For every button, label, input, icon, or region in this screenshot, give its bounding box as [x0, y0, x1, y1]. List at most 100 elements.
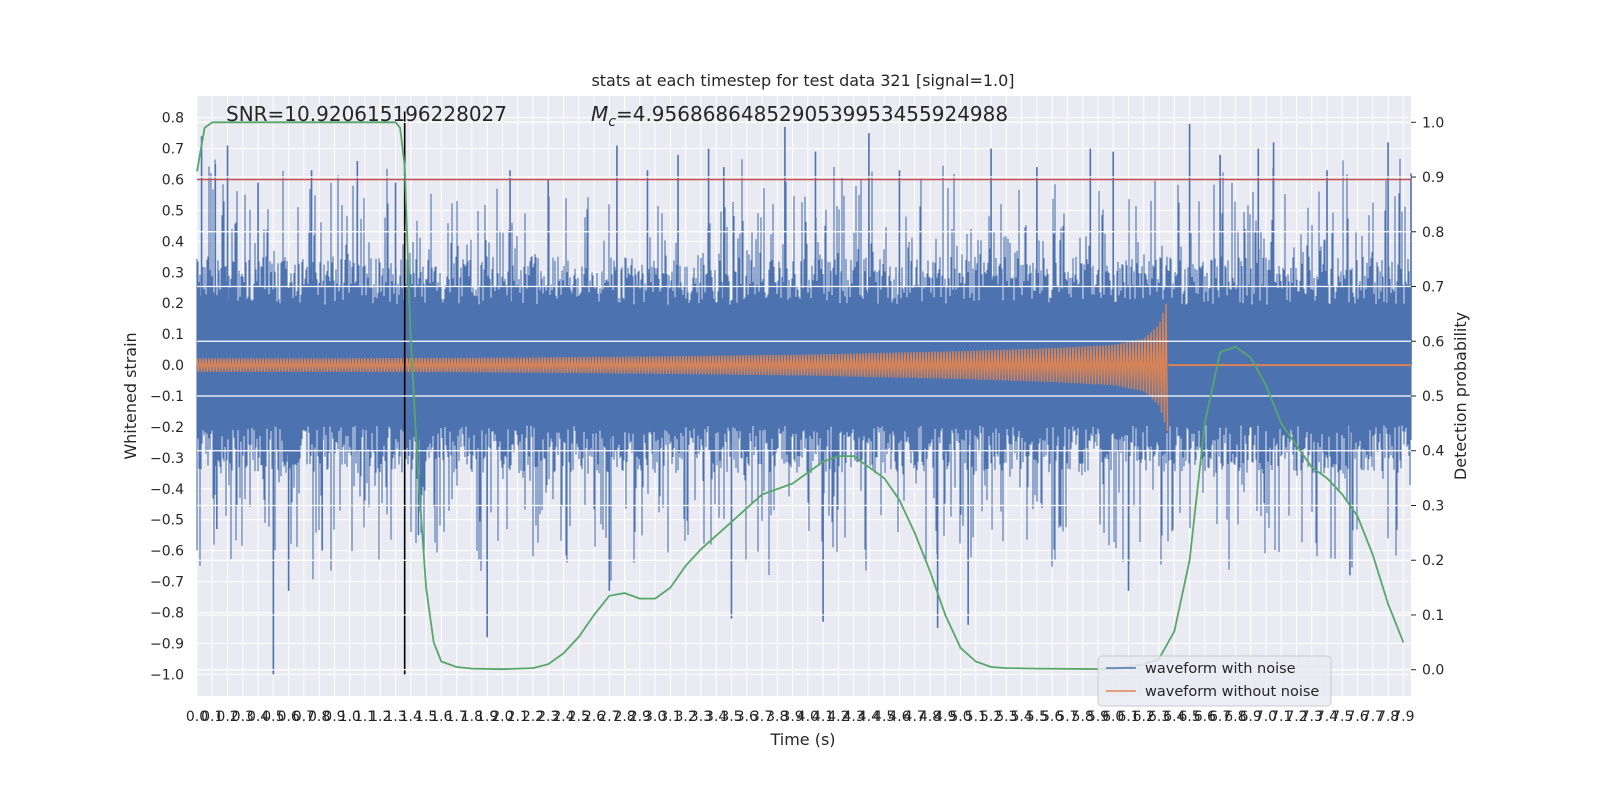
- x-tick-label: 4.5: [873, 709, 895, 725]
- x-tick-label: 3.8: [766, 709, 788, 725]
- x-tick-label: 1.4: [400, 709, 422, 725]
- x-tick-label: 7.4: [1316, 709, 1338, 725]
- noise-series: [196, 123, 1412, 675]
- y2-tick-label: 0.4: [1422, 444, 1444, 460]
- x-axis: 0.00.10.20.30.40.50.60.70.80.91.01.11.21…: [186, 709, 1415, 725]
- x-tick-label: 6.7: [1209, 709, 1231, 725]
- x-tick-label: 6.8: [1224, 709, 1246, 725]
- x-tick-label: 1.3: [384, 709, 406, 725]
- y-tick-label: −1.0: [150, 667, 184, 683]
- y-axis-left: 0.8 0.7 0.6 0.5 0.4 0.3 0.2 0.1 0.0 −0.1 −0.2 −0.3 −…: [150, 111, 184, 684]
- x-tick-label: 3.1: [659, 709, 681, 725]
- y-tick-label: 0.8: [162, 111, 184, 127]
- x-tick-label: 2.2: [522, 709, 544, 725]
- x-tick-label: 3.2: [675, 709, 697, 725]
- y-tick-label: 0.4: [162, 234, 184, 250]
- x-tick-label: 3.9: [781, 709, 803, 725]
- x-tick-label: 2.6: [583, 709, 605, 725]
- legend-label-clean: waveform without noise: [1145, 684, 1319, 700]
- x-tick-label: 5.5: [1026, 709, 1048, 725]
- x-tick-label: 5.8: [1072, 709, 1094, 725]
- legend-label-noise: waveform with noise: [1145, 661, 1296, 677]
- x-axis-label: Time (s): [769, 730, 835, 749]
- x-tick-label: 2.8: [613, 709, 635, 725]
- chirp-mass-annotation: Mc=4.9568686485290539953455924988: [591, 102, 1008, 130]
- mc-subscript: c: [608, 114, 616, 130]
- x-tick-label: 3.7: [751, 709, 773, 725]
- x-tick-label: 5.3: [995, 709, 1017, 725]
- y2-tick-label: 0.0: [1422, 663, 1444, 679]
- x-tick-label: 0.5: [262, 709, 284, 725]
- x-tick-label: 1.6: [430, 709, 452, 725]
- y2-tick-label: 0.2: [1422, 553, 1444, 569]
- x-tick-label: 5.7: [1056, 709, 1078, 725]
- x-tick-label: 5.2: [980, 709, 1002, 725]
- chirp-trace: [196, 303, 1169, 432]
- x-tick-label: 7.6: [1346, 709, 1368, 725]
- x-tick-label: 1.1: [354, 709, 376, 725]
- x-tick-label: 1.2: [369, 709, 391, 725]
- x-tick-label: 7.7: [1362, 709, 1384, 725]
- x-tick-label: 7.2: [1285, 709, 1307, 725]
- x-tick-label: 4.8: [919, 709, 941, 725]
- x-tick-label: 1.0: [339, 709, 361, 725]
- chirp-series: [196, 303, 1411, 432]
- y2-tick-label: 0.5: [1422, 389, 1444, 405]
- x-tick-label: 1.9: [476, 709, 498, 725]
- y-tick-label: 0.6: [162, 173, 184, 189]
- y-tick-label: −0.8: [150, 605, 184, 621]
- y-tick-label: −0.1: [150, 389, 184, 405]
- x-tick-label: 2.5: [568, 709, 590, 725]
- overlay-lines: [197, 111, 1411, 675]
- x-tick-label: 6.4: [1163, 709, 1185, 725]
- x-tick-label: 0.9: [323, 709, 345, 725]
- x-tick-label: 3.3: [690, 709, 712, 725]
- x-tick-label: 1.8: [461, 709, 483, 725]
- probability-trace: [196, 121, 1405, 671]
- y2-tick-label: 0.7: [1422, 280, 1444, 296]
- x-tick-label: 5.9: [1087, 709, 1109, 725]
- x-tick-label: 0.8: [308, 709, 330, 725]
- chart-title: stats at each timestep for test data 321…: [591, 71, 1014, 90]
- x-tick-label: 7.8: [1377, 709, 1399, 725]
- x-tick-label: 4.4: [858, 709, 880, 725]
- x-tick-label: 1.7: [445, 709, 467, 725]
- x-tick-label: 3.5: [720, 709, 742, 725]
- x-tick-label: 3.6: [736, 709, 758, 725]
- y-axis-right: 1.0 0.9 0.8 0.7 0.6 0.5 0.4 0.3 0.2 0.1 0.0: [1411, 115, 1444, 679]
- x-tick-label: 3.4: [705, 709, 727, 725]
- y2-tick-label: 0.8: [1422, 225, 1444, 241]
- x-tick-label: 7.0: [1255, 709, 1277, 725]
- x-tick-label: 2.1: [507, 709, 529, 725]
- x-tick-label: 4.9: [934, 709, 956, 725]
- mc-symbol: M: [591, 102, 608, 126]
- y-tick-label: −0.9: [150, 636, 184, 652]
- x-tick-label: 4.3: [842, 709, 864, 725]
- y2-tick-label: 1.0: [1422, 115, 1444, 131]
- x-tick-label: 6.9: [1240, 709, 1262, 725]
- x-tick-label: 7.3: [1301, 709, 1323, 725]
- x-tick-label: 4.7: [904, 709, 926, 725]
- x-tick-label: 2.9: [629, 709, 651, 725]
- x-tick-label: 2.7: [598, 709, 620, 725]
- x-tick-label: 6.0: [1102, 709, 1124, 725]
- y-tick-label: −0.4: [150, 482, 184, 498]
- y2-tick-label: 0.1: [1422, 608, 1444, 624]
- y-axis-label: Whitened strain: [121, 332, 140, 459]
- x-tick-label: 6.5: [1178, 709, 1200, 725]
- x-tick-label: 0.3: [232, 709, 254, 725]
- x-tick-label: 7.9: [1392, 709, 1414, 725]
- x-tick-label: 4.1: [812, 709, 834, 725]
- y-tick-label: 0.0: [162, 358, 184, 374]
- x-tick-label: 0.6: [277, 709, 299, 725]
- y-tick-label: 0.5: [162, 203, 184, 219]
- x-tick-label: 6.1: [1117, 709, 1139, 725]
- y-tick-label: −0.7: [150, 575, 184, 591]
- y2-tick-label: 0.6: [1422, 334, 1444, 350]
- y-tick-label: −0.5: [150, 513, 184, 529]
- y-tick-label: 0.1: [162, 327, 184, 343]
- x-tick-label: 4.6: [888, 709, 910, 725]
- y2-tick-label: 0.9: [1422, 170, 1444, 186]
- y2-axis-label: Detection probability: [1451, 312, 1470, 480]
